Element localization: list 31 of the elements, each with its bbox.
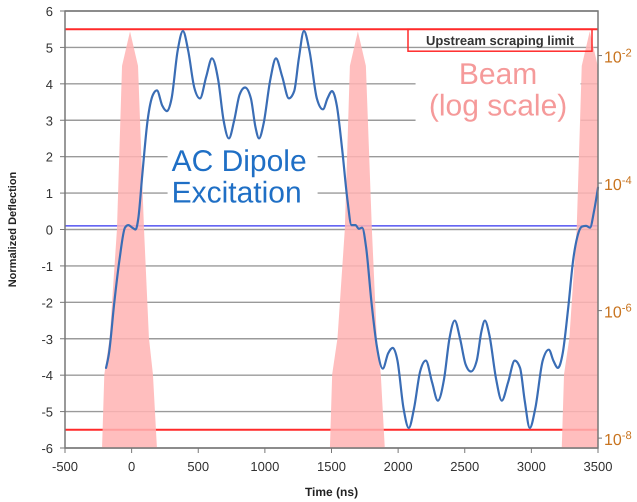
- x-tick-label: 500: [187, 459, 210, 474]
- y-tick-label: 0: [46, 222, 53, 238]
- x-tick-label: 0: [128, 459, 136, 474]
- y-tick-label: -3: [41, 332, 53, 347]
- y2-tick-label: 10$^{-2}$: [604, 48, 632, 67]
- x-tick-label: 3000: [516, 459, 546, 474]
- y-tick-label: 6: [46, 4, 53, 19]
- x-tick-label: 3500: [584, 459, 612, 474]
- y-tick-label: 5: [46, 40, 53, 56]
- x-tick-label: 1500: [317, 459, 346, 474]
- series-label: Beam (log scale): [428, 58, 568, 122]
- y2-tick-label: 10$^{-6}$: [604, 302, 632, 322]
- y-tick-label: -5: [41, 404, 53, 420]
- x-tick-label: 1000: [250, 459, 280, 474]
- y-tick-label: 1: [46, 186, 53, 202]
- ref-line-label: Upstream scraping limit: [426, 33, 575, 48]
- y-tick-label: -6: [41, 441, 53, 456]
- x-axis-title: Time (ns): [304, 485, 358, 499]
- y2-tick-label: 10$^{-4}$: [604, 175, 632, 194]
- x-tick-label: 2500: [450, 459, 480, 474]
- series-label: AC Dipole Excitation: [172, 145, 307, 210]
- y-tick-label: -4: [41, 368, 53, 384]
- x-tick-label: -500: [52, 459, 78, 474]
- x-tick-label: 2000: [384, 459, 413, 474]
- y-tick-label: 3: [46, 113, 53, 128]
- y-tick-label: 2: [46, 150, 53, 165]
- y-axis-title: Normalized Deflection: [7, 171, 19, 288]
- y-tick-label: -2: [41, 295, 53, 310]
- y-tick-label: -1: [41, 258, 53, 274]
- y-tick-label: 4: [46, 76, 53, 92]
- y2-tick-label: 10$^{-8}$: [604, 430, 632, 450]
